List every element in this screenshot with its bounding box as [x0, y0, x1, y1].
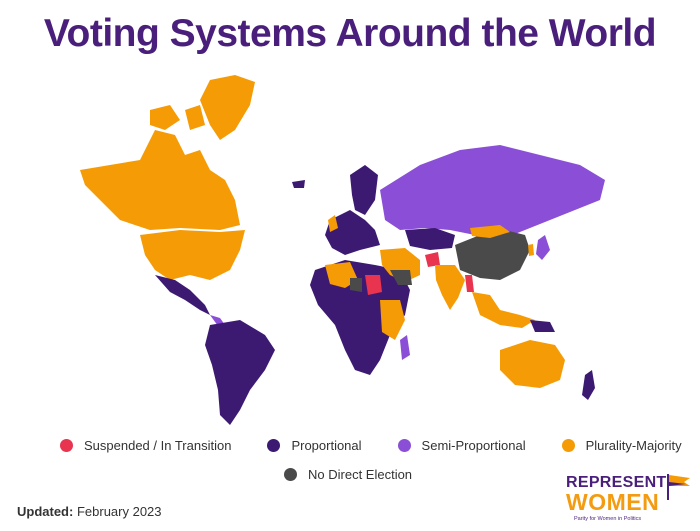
- region-afghanistan: [425, 252, 440, 267]
- region-usa: [140, 230, 245, 280]
- region-iceland: [292, 180, 305, 188]
- region-madagascar: [400, 335, 410, 360]
- region-myanmar: [465, 275, 474, 292]
- updated-value: February 2023: [76, 504, 162, 519]
- logo-line-2: WOMEN: [566, 489, 660, 515]
- region-uk: [328, 215, 338, 232]
- world-map: [80, 75, 605, 425]
- region-china: [455, 230, 530, 280]
- region-arctic-islands: [150, 105, 205, 130]
- region-arabia: [390, 270, 412, 285]
- legend-label-suspended: Suspended / In Transition: [84, 438, 232, 453]
- legend-item-plurality-majority: Plurality-Majority: [561, 438, 682, 453]
- legend-dot-plurality-majority: [561, 439, 575, 452]
- legend-item-no-direct: No Direct Election: [284, 467, 412, 482]
- legend-dot-proportional: [267, 439, 281, 452]
- legend-item-suspended: Suspended / In Transition: [60, 438, 231, 453]
- region-korea: [528, 244, 534, 256]
- legend-label-no-direct: No Direct Election: [308, 467, 413, 482]
- legend-label-plurality-majority: Plurality-Majority: [585, 438, 682, 453]
- legend-item-semi-proportional: Semi-Proportional: [397, 438, 526, 453]
- region-india: [435, 265, 465, 310]
- region-greenland: [200, 75, 255, 140]
- logo-line-1: REPRESENT: [566, 474, 667, 491]
- region-canada: [80, 130, 240, 230]
- legend-label-proportional: Proportional: [291, 438, 362, 453]
- represent-women-logo: REPRESENT WOMEN Parity for Women in Poli…: [566, 472, 694, 522]
- region-sudan: [365, 275, 382, 295]
- updated-label: Updated:: [17, 504, 74, 519]
- legend-dot-suspended: [60, 439, 73, 452]
- region-mongolia: [470, 225, 510, 238]
- legend-label-semi-proportional: Semi-Proportional: [421, 438, 526, 453]
- flag-icon: [667, 474, 690, 500]
- region-africa: [310, 260, 410, 375]
- region-east-africa: [380, 300, 405, 340]
- legend-row-2: No Direct Election: [284, 467, 412, 482]
- region-scandinavia: [350, 165, 378, 215]
- legend-dot-no-direct: [284, 468, 297, 481]
- page-title: Voting Systems Around the World: [43, 12, 657, 55]
- region-sahel: [350, 278, 362, 292]
- region-mexico: [155, 275, 210, 315]
- region-north-africa: [325, 262, 358, 288]
- region-new-zealand: [582, 370, 595, 400]
- region-russia: [380, 145, 605, 240]
- logo-tagline: Parity for Women in Politics: [574, 516, 642, 522]
- region-southeast-asia: [472, 292, 535, 328]
- legend-dot-semi-proportional: [397, 439, 411, 452]
- region-europe: [325, 210, 380, 255]
- region-south-america: [205, 320, 275, 425]
- updated-note: Updated: February 2023: [17, 504, 162, 519]
- legend-row-1: Suspended / In Transition Proportional S…: [60, 438, 682, 453]
- region-japan: [536, 235, 550, 260]
- legend-item-proportional: Proportional: [267, 438, 362, 453]
- region-australia: [500, 340, 565, 388]
- region-central-asia: [405, 228, 455, 250]
- region-new-guinea: [530, 320, 555, 332]
